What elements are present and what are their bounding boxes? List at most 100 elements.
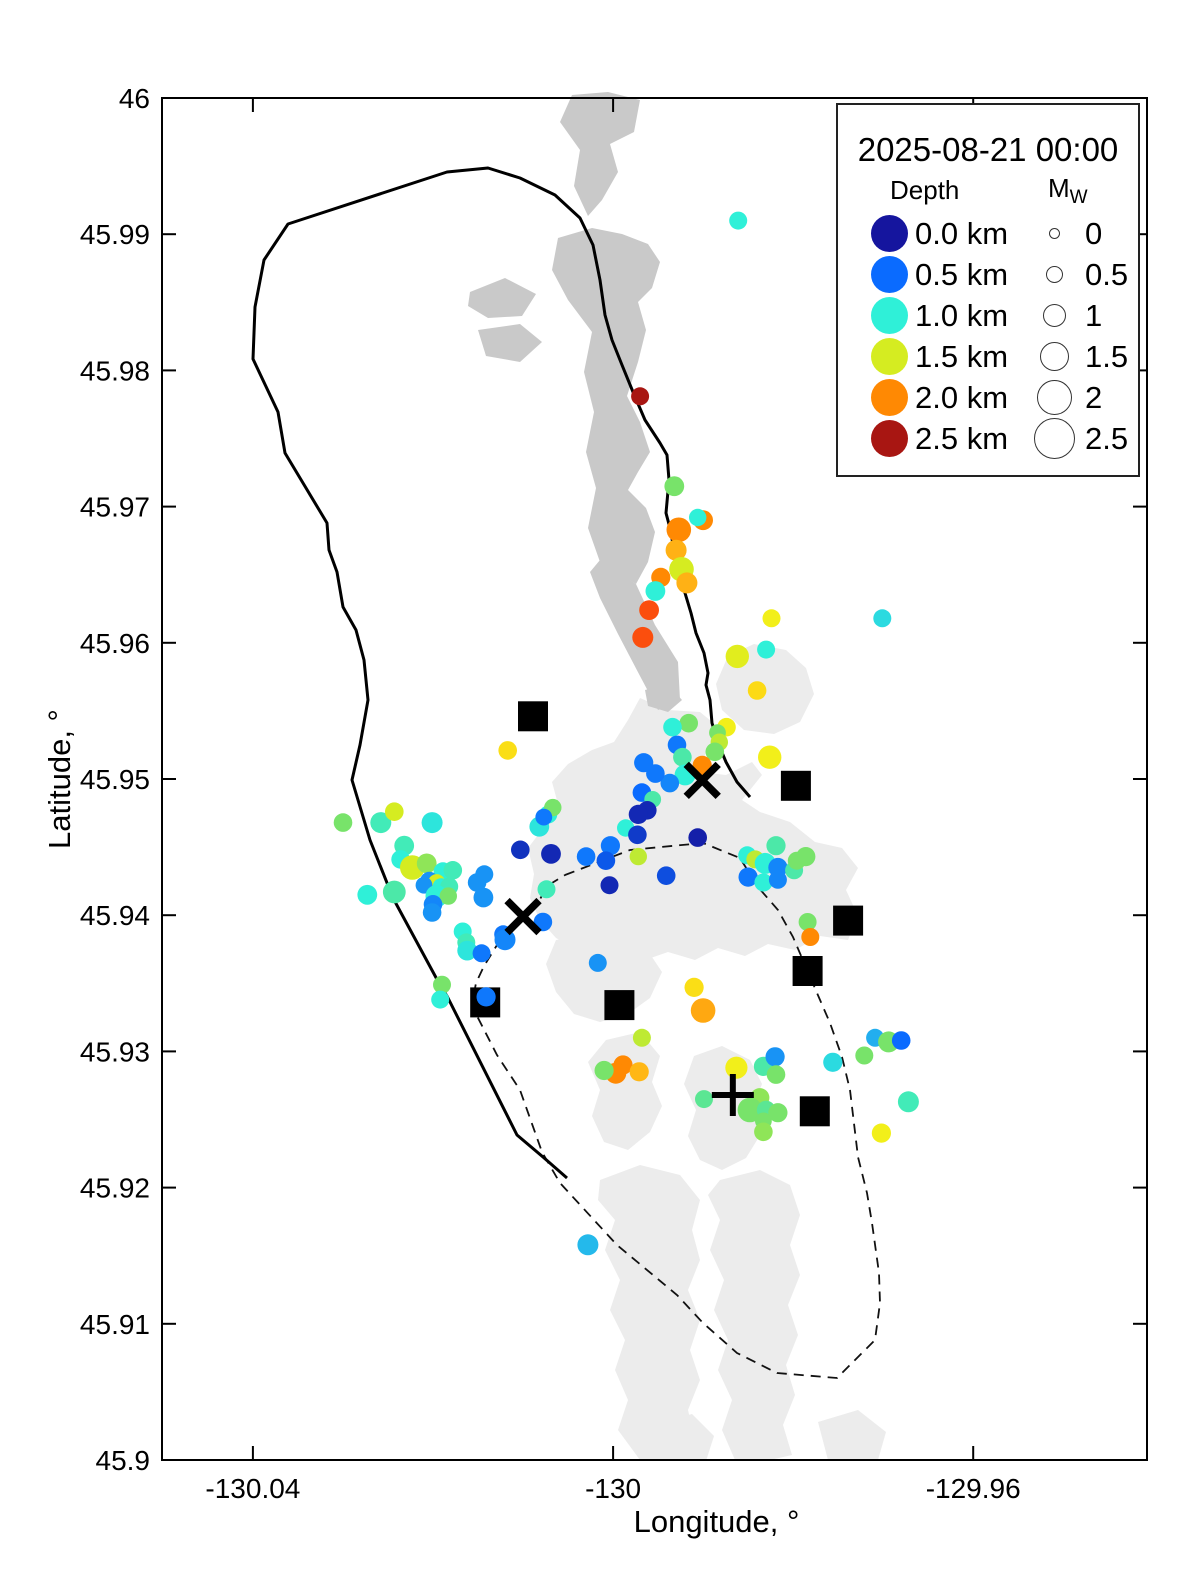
earthquake-dot [823, 1052, 843, 1072]
earthquake-dot [666, 517, 692, 543]
x-tick-label: -130 [585, 1473, 641, 1504]
earthquake-dot [725, 644, 749, 669]
earthquake-dot [754, 873, 773, 892]
legend-mw-label: 0 [1085, 215, 1103, 251]
depth-swatch-circle [871, 297, 908, 334]
lava-flow-dark-patch [552, 228, 660, 584]
lava-flow-light-patch [646, 1414, 714, 1461]
earthquake-dot [431, 990, 450, 1009]
earthquake-dot [629, 1062, 649, 1082]
y-tick-label: 45.94 [80, 900, 150, 931]
legend-mw-label: 2 [1085, 379, 1103, 415]
legend-mw-header: MW [1048, 173, 1088, 209]
mw-size-circle [1045, 266, 1063, 283]
legend-depth-label: 2.5 km [915, 420, 1009, 456]
legend-mw-label: 2.5 [1085, 420, 1129, 456]
y-tick-label: 45.98 [80, 355, 150, 386]
legend-mw-circle-cell [1023, 304, 1085, 327]
earthquake-dot [737, 1097, 763, 1123]
legend-depth-label: 0.5 km [915, 256, 1009, 292]
legend-row: 1.5 km 1.5 [838, 336, 1138, 377]
earthquake-dot [871, 1123, 892, 1143]
earthquake-dot [684, 977, 704, 998]
earthquake-dot [631, 387, 650, 406]
legend-depth-label: 2.0 km [915, 379, 1009, 415]
legend-depth-swatch-cell [838, 256, 908, 293]
earthquake-dot [596, 851, 616, 870]
earthquake-dot [422, 903, 442, 922]
earthquake-dot [676, 572, 698, 594]
earthquake-dot [628, 825, 647, 845]
earthquake-dot [475, 865, 494, 884]
earthquake-dot [873, 609, 892, 628]
legend-depth-swatch-cell [838, 215, 908, 252]
lava-flow-dark-patch [468, 278, 536, 318]
earthquake-dot [679, 713, 698, 733]
earthquake-dot [768, 870, 787, 889]
earthquake-dot [729, 211, 748, 230]
earthquake-dot [656, 866, 676, 885]
earthquake-dot [511, 840, 530, 860]
earthquake-dot [639, 600, 659, 620]
earthquake-dot [629, 847, 647, 866]
earthquake-dot [541, 844, 561, 864]
legend-row: 0.0 km 0 [838, 213, 1138, 254]
earthquake-dot [473, 887, 494, 908]
earthquake-dot [766, 836, 786, 856]
legend-headers: Depth MW [838, 173, 1138, 209]
earthquake-dot [663, 717, 682, 737]
legend-box: 2025-08-21 00:00 Depth MW 0.0 km 0 0.5 km 0… [836, 103, 1140, 477]
earthquake-dot [416, 853, 437, 874]
lava-flow-light-patch [598, 1165, 700, 1460]
legend-mw-circle-cell [1023, 228, 1085, 239]
legend-rows: 0.0 km 0 0.5 km 0.5 1.0 km 1 1.5 km 1.5 2.0 km 2 2… [838, 213, 1138, 459]
legend-depth-label: 1.0 km [915, 297, 1009, 333]
earthquake-dot [433, 975, 451, 994]
earthquake-dot [688, 828, 707, 847]
earthquake-dot [665, 539, 687, 561]
earthquake-dot [754, 1122, 773, 1142]
earthquake-dot [765, 1047, 785, 1067]
y-tick-label: 46 [119, 83, 150, 114]
earthquake-dot [692, 755, 712, 776]
earthquake-dot [660, 773, 680, 793]
legend-mw-circle-cell [1023, 380, 1085, 415]
legend-depth-swatch-cell [838, 297, 908, 334]
legend-depth-header: Depth [890, 175, 960, 205]
earthquake-dot [370, 812, 392, 834]
x-tick-label: -129.96 [926, 1473, 1021, 1504]
caldera-outline [251, 166, 752, 1180]
mw-size-circle [1039, 342, 1069, 371]
legend-mw-label: 1.5 [1085, 338, 1129, 374]
earthquake-dot [472, 944, 491, 963]
lava-flow-light-patch [588, 1032, 662, 1150]
legend-depth-label: 1.5 km [915, 338, 1009, 374]
earthquake-dot [695, 1090, 713, 1109]
legend-row: 2.0 km 2 [838, 377, 1138, 418]
depth-swatch-circle [871, 420, 908, 457]
legend-mw-label: 1 [1085, 297, 1103, 333]
mw-size-circle [1033, 418, 1075, 459]
earthquake-dot [457, 940, 478, 961]
earthquake-dot [689, 508, 707, 527]
y-tick-label: 45.9 [96, 1445, 151, 1476]
earthquake-dot [758, 745, 782, 769]
legend-row: 2.5 km 2.5 [838, 418, 1138, 459]
mw-size-circle [1036, 380, 1072, 415]
depth-swatch-circle [871, 256, 908, 293]
mw-size-circle [1042, 304, 1066, 327]
legend-mw-label: 0.5 [1085, 256, 1129, 292]
earthquake-dot [762, 609, 781, 628]
earthquake-dot [798, 913, 817, 931]
earthquake-dot [645, 581, 666, 601]
earthquake-dot [600, 876, 619, 895]
x-marker [504, 897, 542, 936]
earthquake-dot [576, 847, 596, 866]
x-tick-label: -130.04 [205, 1473, 300, 1504]
earthquake-dot [333, 813, 353, 832]
earthquake-dot [588, 953, 607, 972]
legend-mw-circle-cell [1023, 342, 1085, 371]
earthquake-dot [801, 928, 820, 946]
earthquake-dot [690, 998, 716, 1023]
